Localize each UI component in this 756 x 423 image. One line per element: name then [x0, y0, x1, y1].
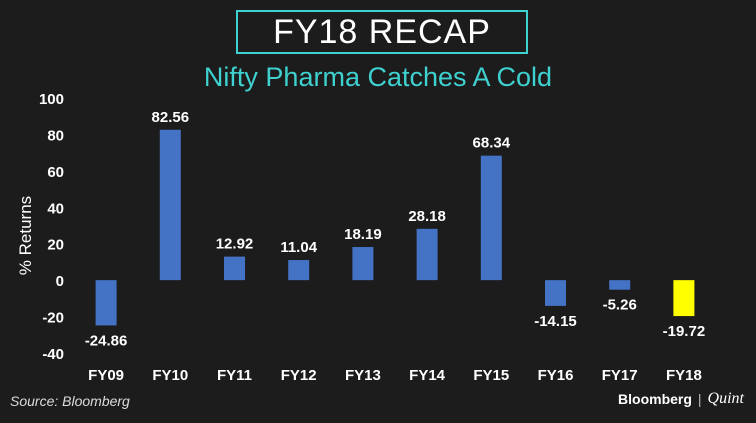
- chart-title: Nifty Pharma Catches A Cold: [203, 62, 553, 92]
- x-tick-label: FY09: [88, 367, 124, 384]
- y-tick-label: -20: [42, 310, 64, 327]
- bar: [416, 228, 438, 281]
- bar: [95, 280, 117, 326]
- brand-logo: Bloomberg | Quint: [618, 390, 744, 408]
- data-label: -19.72: [663, 323, 706, 340]
- title-box: FY18 RECAP: [236, 10, 528, 54]
- y-axis-label: % Returns: [16, 196, 35, 275]
- x-tick-label: FY18: [666, 367, 702, 384]
- bar: [480, 155, 502, 281]
- brand-separator: |: [697, 391, 702, 407]
- y-tick-label: 0: [56, 273, 64, 290]
- data-label: -14.15: [534, 313, 577, 330]
- data-label: 68.34: [473, 135, 511, 152]
- brand-quint: Quint: [707, 390, 744, 407]
- x-tick-label: FY17: [602, 367, 638, 384]
- x-tick-label: FY11: [217, 367, 252, 384]
- data-label: -24.86: [85, 332, 128, 349]
- x-tick-label: FY10: [152, 367, 188, 384]
- bar: [159, 129, 181, 281]
- data-label: 12.92: [216, 236, 254, 253]
- bar: [288, 260, 310, 281]
- data-label: 82.56: [152, 109, 190, 126]
- y-tick-label: 60: [47, 164, 64, 181]
- source-note: Source: Bloomberg: [10, 393, 130, 409]
- y-tick-label: 100: [39, 91, 64, 108]
- data-label: 28.18: [408, 208, 446, 225]
- data-label: 11.04: [280, 239, 317, 256]
- bar: [609, 280, 631, 290]
- brand-bloomberg: Bloomberg: [618, 391, 692, 407]
- bar: [545, 280, 566, 306]
- data-label: -5.26: [603, 297, 637, 314]
- x-tick-label: FY12: [281, 367, 317, 384]
- y-tick-label: 20: [47, 237, 64, 254]
- x-tick-label: FY15: [473, 367, 509, 384]
- y-tick-label: 40: [47, 200, 64, 217]
- data-label: 18.19: [344, 226, 382, 243]
- x-tick-label: FY13: [345, 367, 381, 384]
- bar: [352, 247, 374, 281]
- x-tick-label: FY16: [538, 367, 574, 384]
- page-title: FY18 RECAP: [273, 12, 491, 51]
- x-tick-label: FY14: [409, 367, 446, 384]
- y-tick-label: 80: [47, 127, 64, 144]
- bar: [673, 280, 695, 317]
- bar: [224, 256, 245, 281]
- y-tick-label: -40: [42, 346, 64, 363]
